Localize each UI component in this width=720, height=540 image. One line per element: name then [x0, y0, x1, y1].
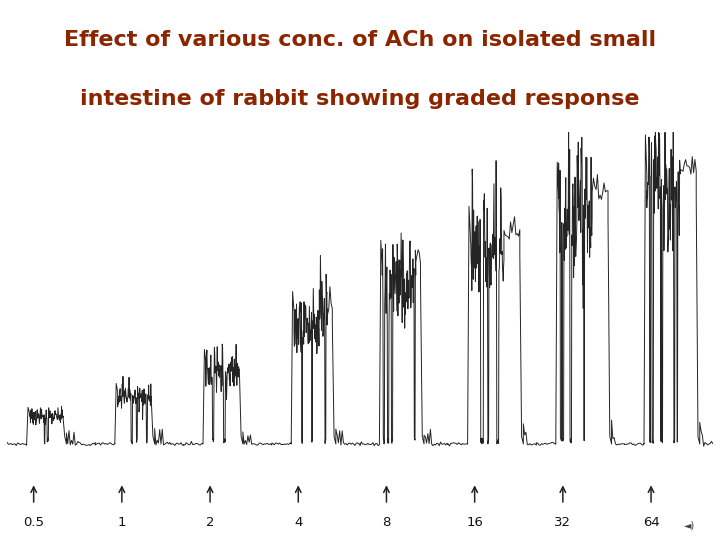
- Text: ◄): ◄): [684, 521, 696, 531]
- Text: 16: 16: [467, 516, 483, 529]
- Text: 2: 2: [206, 516, 215, 529]
- Text: 32: 32: [554, 516, 572, 529]
- Text: 0.5: 0.5: [23, 516, 44, 529]
- Text: 1: 1: [117, 516, 126, 529]
- Text: Effect of various conc. of ACh on isolated small: Effect of various conc. of ACh on isolat…: [64, 30, 656, 50]
- Text: 64: 64: [643, 516, 660, 529]
- Text: 4: 4: [294, 516, 302, 529]
- Text: 8: 8: [382, 516, 391, 529]
- Text: intestine of rabbit showing graded response: intestine of rabbit showing graded respo…: [80, 89, 640, 109]
